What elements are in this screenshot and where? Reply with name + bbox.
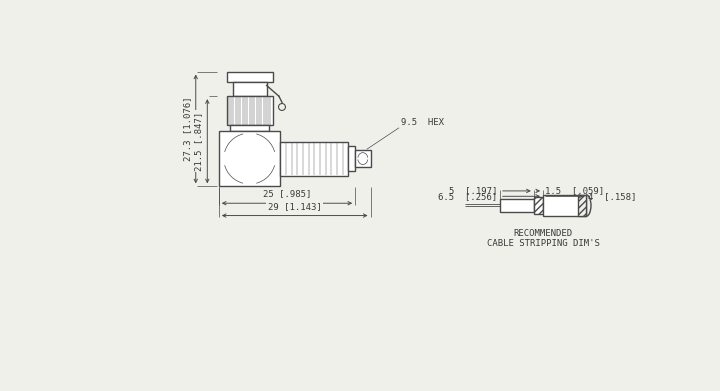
Bar bbox=[219, 131, 281, 186]
Text: 6.5  [.256]: 6.5 [.256] bbox=[438, 192, 498, 201]
Text: 21.5 [.847]: 21.5 [.847] bbox=[194, 112, 204, 171]
Text: 29 [1.143]: 29 [1.143] bbox=[268, 202, 322, 211]
Bar bbox=[578, 195, 586, 216]
Bar bbox=[348, 146, 355, 171]
Bar bbox=[227, 72, 273, 83]
Text: RECOMMENDED
CABLE STRIPPING DIM'S: RECOMMENDED CABLE STRIPPING DIM'S bbox=[487, 229, 600, 248]
Bar bbox=[281, 142, 348, 176]
Bar bbox=[230, 126, 269, 131]
Bar bbox=[543, 195, 586, 216]
Text: 1.5  [.059]: 1.5 [.059] bbox=[545, 187, 605, 196]
Bar bbox=[500, 199, 534, 212]
Text: 4  [.158]: 4 [.158] bbox=[588, 192, 636, 201]
Bar bbox=[355, 150, 371, 167]
Text: 9.5  HEX: 9.5 HEX bbox=[400, 118, 444, 127]
Bar bbox=[227, 96, 273, 126]
Text: 5  [.197]: 5 [.197] bbox=[449, 187, 498, 196]
Bar bbox=[233, 83, 266, 96]
Bar bbox=[534, 197, 543, 214]
Text: 25 [.985]: 25 [.985] bbox=[263, 190, 311, 199]
Text: 27.3 [1.076]: 27.3 [1.076] bbox=[183, 97, 192, 161]
